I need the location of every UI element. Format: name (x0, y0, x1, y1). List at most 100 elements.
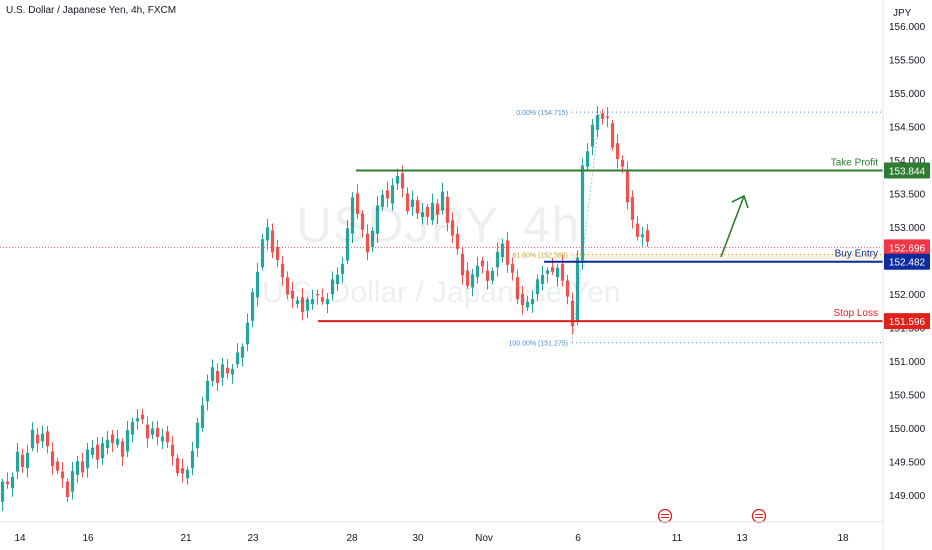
time-tick-label: 14 (14, 533, 26, 544)
candle-body (410, 199, 415, 207)
candle-body (475, 265, 480, 278)
candle-body (20, 454, 25, 468)
candle-body (465, 270, 470, 286)
candle-body (40, 433, 45, 442)
candle-body (225, 367, 230, 374)
candle-body (480, 260, 485, 267)
candle-body (565, 280, 570, 297)
candle-body (75, 461, 80, 475)
candle-body (525, 301, 530, 308)
candle-body (265, 227, 270, 241)
time-axis: 14 16 21 23 28 30 Nov 6 11 13 18 (14, 533, 849, 544)
price-tick-label: 153.500 (889, 190, 926, 201)
price-tag-label: 151.596 (889, 317, 926, 328)
candle-body (280, 263, 285, 278)
candle-body (275, 247, 280, 260)
candle-body (10, 476, 15, 489)
price-tag-label: 152.482 (889, 258, 926, 269)
candle-body (15, 451, 20, 472)
fib-zone (572, 254, 883, 262)
candle-body (500, 243, 505, 258)
watermark-symbol: USDJPY, 4h (296, 197, 581, 253)
candle-body (590, 124, 595, 147)
price-tick-label: 155.000 (889, 89, 926, 100)
candle-body (250, 292, 255, 321)
candle-body (355, 193, 360, 214)
price-tick-label: 154.000 (889, 156, 926, 167)
us-flag-event-icon[interactable] (751, 508, 767, 524)
candle-body (195, 422, 200, 449)
candle-body (585, 151, 590, 167)
price-tick-label: 153.000 (889, 223, 926, 234)
candle-body (425, 206, 430, 217)
candle-body (400, 173, 405, 189)
candle-body (115, 438, 120, 445)
price-tags: 153.844 152.696 152.482 151.596 (884, 162, 930, 330)
candle-body (555, 267, 560, 278)
candle-body (50, 451, 55, 467)
candle-body (375, 205, 380, 234)
candle-body (350, 197, 355, 234)
candle-body (630, 196, 635, 220)
candle-body (470, 274, 475, 288)
candle-body (25, 452, 30, 469)
candle-body (65, 481, 70, 498)
price-tick-label: 152.000 (889, 290, 926, 301)
price-tick-label: 149.500 (889, 458, 926, 469)
candle-body (490, 271, 495, 281)
candle-body (390, 185, 395, 204)
candle-body (240, 346, 245, 358)
candle-body (35, 434, 40, 444)
price-tick-label: 150.000 (889, 424, 926, 435)
candle-body (445, 196, 450, 223)
candle-body (140, 414, 145, 420)
candle-body (285, 277, 290, 295)
projection-arrow[interactable] (720, 195, 745, 258)
candle-body (365, 233, 370, 253)
candle-body (80, 461, 85, 473)
candle-body (460, 253, 465, 276)
candle-body (145, 424, 150, 439)
time-tick-label: 6 (575, 533, 581, 544)
candle-body (305, 299, 310, 311)
candle-body (110, 434, 115, 443)
candle-body (60, 471, 65, 479)
price-tag (884, 162, 930, 179)
candle-body (45, 431, 50, 447)
candle-body (360, 213, 365, 230)
candle-body (165, 431, 170, 443)
price-tick-label: 156.000 (889, 22, 926, 33)
time-tick-label: 23 (247, 533, 259, 544)
candle-body (335, 274, 340, 284)
candle-body (635, 223, 640, 237)
candle-body (385, 190, 390, 199)
candle-body (70, 471, 75, 492)
candle-body (30, 429, 35, 449)
candle-body (150, 428, 155, 435)
candle-body (95, 444, 100, 460)
price-tag (884, 253, 930, 270)
candle-body (380, 194, 385, 207)
price-tick-label: 154.500 (889, 123, 926, 134)
candle-body (640, 234, 645, 238)
candle-body (315, 294, 320, 296)
price-tag-label: 153.844 (889, 166, 926, 177)
candle-body (485, 270, 490, 281)
candle-body (340, 263, 345, 274)
candle-body (570, 300, 575, 327)
candle-body (520, 294, 525, 306)
candle-body (230, 368, 235, 375)
candle-body (220, 364, 225, 378)
candle-body (430, 202, 435, 221)
candle-body (495, 251, 500, 268)
candle-body (615, 143, 620, 160)
us-flag-event-icon[interactable] (657, 508, 673, 524)
candle-body (0, 481, 5, 502)
candle-body (560, 263, 565, 281)
fib-level-label: 0.00% (154.715) (516, 110, 568, 117)
candle-body (605, 116, 610, 118)
candle-body (370, 230, 375, 248)
time-tick-label: 16 (82, 533, 94, 544)
candle-body (310, 299, 315, 305)
